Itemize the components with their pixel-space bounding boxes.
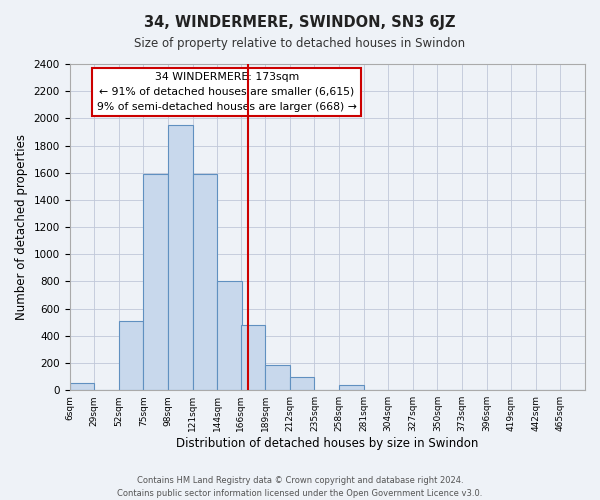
Text: 34 WINDERMERE: 173sqm
← 91% of detached houses are smaller (6,615)
9% of semi-de: 34 WINDERMERE: 173sqm ← 91% of detached … [97,72,356,112]
Bar [193,174,217,390]
X-axis label: Distribution of detached houses by size in Swindon: Distribution of detached houses by size … [176,437,478,450]
Text: 34, WINDERMERE, SWINDON, SN3 6JZ: 34, WINDERMERE, SWINDON, SN3 6JZ [144,15,456,30]
Bar [168,125,193,390]
Text: Contains HM Land Registry data © Crown copyright and database right 2024.
Contai: Contains HM Land Registry data © Crown c… [118,476,482,498]
Bar [265,365,290,390]
Text: Size of property relative to detached houses in Swindon: Size of property relative to detached ho… [134,38,466,51]
Bar [290,378,314,390]
Bar [241,325,265,390]
Bar [119,321,143,390]
Bar [70,382,94,390]
Bar [339,386,364,390]
Bar [143,174,168,390]
Bar [217,282,242,390]
Y-axis label: Number of detached properties: Number of detached properties [15,134,28,320]
